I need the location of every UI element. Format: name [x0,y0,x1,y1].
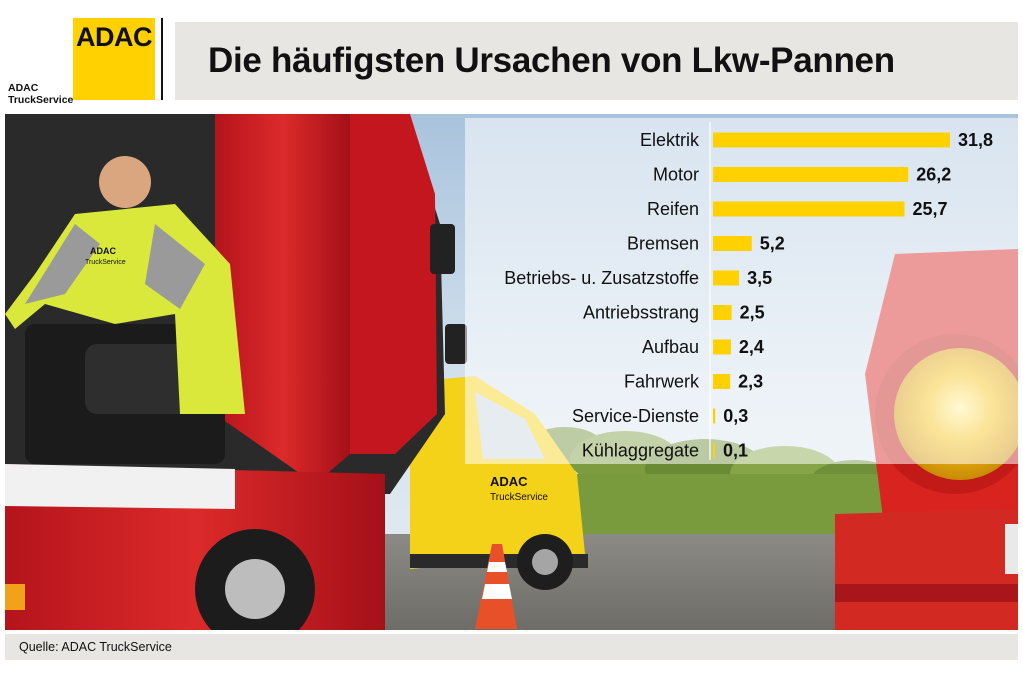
van-logo-line2: TruckService [490,492,548,503]
jacket-logo-line1: ADAC [90,246,116,256]
traffic-cone [475,544,517,629]
van-logo-line1: ADAC [490,474,528,489]
value-label: 31,8 [958,130,993,150]
source-note: Quelle: ADAC TruckService [19,640,172,654]
value-label: 26,2 [916,165,951,185]
title-bar: Die häufigsten Ursachen von Lkw-Pannen [175,22,1018,100]
red-truck [5,114,467,630]
bar [713,443,715,458]
category-label: Reifen [647,199,699,219]
chart-layer: Elektrik 31,8 Motor 26,2 Reifen 25,7 Bremsen 5,… [5,114,1018,630]
logo-text: ADAC [76,22,153,52]
bar [713,201,905,217]
bar [713,270,740,286]
bar [713,236,752,251]
logo-divider [161,18,163,100]
bar [713,167,909,182]
bar [713,305,732,320]
jacket-logo-line2: TruckService [85,259,126,266]
value-label: 5,2 [760,234,785,254]
value-label: 0,1 [723,441,748,461]
brand-label-line1: ADAC [8,82,39,94]
category-label: Aufbau [642,337,699,357]
value-label: 0,3 [723,406,748,426]
bar [713,132,950,148]
category-label: Motor [653,165,699,185]
value-label: 3,5 [747,268,772,288]
value-label: 2,5 [740,303,765,323]
bar [713,374,731,389]
category-label: Bremsen [627,234,699,254]
category-label: Elektrik [640,130,700,150]
adac-logo: ADAC [73,18,155,100]
value-label: 2,3 [738,372,763,392]
bar-chart: Elektrik 31,8 Motor 26,2 Reifen 25,7 Bremsen 5,… [465,118,1018,464]
brand-label: ADAC TruckService [8,82,73,106]
chart-title: Die häufigsten Ursachen von Lkw-Pannen [208,41,895,80]
category-label: Kühlaggregate [582,441,699,461]
category-label: Service-Dienste [572,406,699,426]
category-label: Antriebsstrang [583,303,699,323]
brand-label-line2: TruckService [8,94,74,106]
footer-bar: Quelle: ADAC TruckService [5,634,1018,660]
mechanic: ADAC TruckService [5,156,245,414]
category-label: Fahrwerk [624,372,700,392]
category-label: Betriebs- u. Zusatzstoffe [504,268,699,288]
value-label: 2,4 [739,337,764,357]
value-label: 25,7 [913,199,948,219]
bar [713,408,716,424]
bar [713,339,731,355]
